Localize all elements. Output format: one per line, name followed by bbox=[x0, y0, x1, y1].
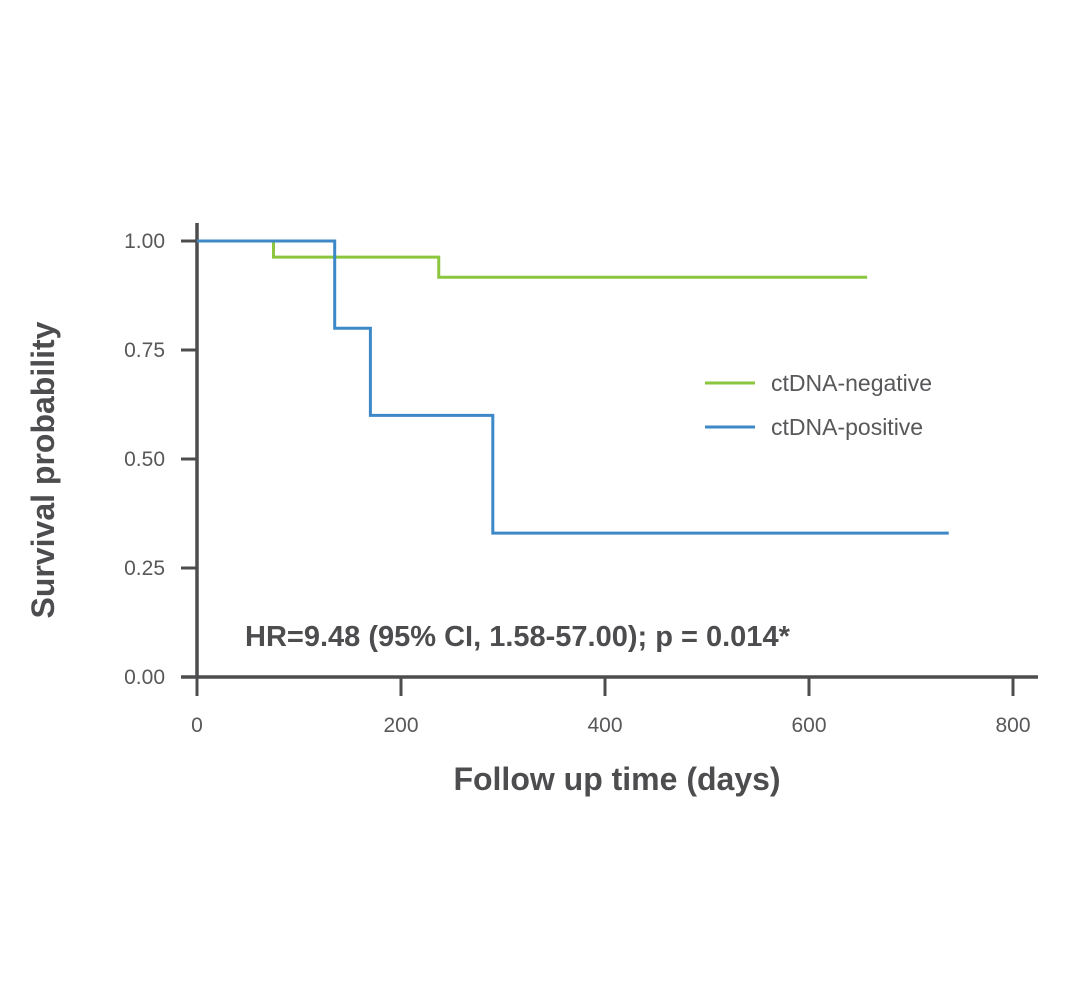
y-tick-label: 1.00 bbox=[124, 230, 165, 253]
series-layer bbox=[197, 239, 949, 535]
x-tick-label: 600 bbox=[791, 714, 826, 737]
y-tick-label: 0.75 bbox=[124, 339, 165, 362]
series-line-ctdna-negative bbox=[197, 239, 868, 279]
legend-label: ctDNA-negative bbox=[771, 370, 932, 396]
legend-label: ctDNA-positive bbox=[771, 414, 923, 440]
y-axis-title: Survival probability bbox=[25, 321, 61, 618]
y-tick-label: 0.00 bbox=[124, 666, 165, 689]
x-tick-label: 800 bbox=[995, 714, 1030, 737]
x-tick-label: 200 bbox=[383, 714, 418, 737]
axes: 0.00 0.25 0.50 0.75 1.00 0 200 400 600 800 bbox=[124, 223, 1038, 737]
x-tick-label: 400 bbox=[587, 714, 622, 737]
x-tick-label: 0 bbox=[191, 714, 203, 737]
y-tick-label: 0.50 bbox=[124, 448, 165, 471]
x-axis-title: Follow up time (days) bbox=[453, 761, 780, 797]
y-tick-label: 0.25 bbox=[124, 557, 165, 580]
legend: ctDNA-negative ctDNA-positive bbox=[705, 370, 932, 440]
series-line-ctdna-positive bbox=[197, 239, 949, 535]
hazard-ratio-annotation: HR=9.48 (95% CI, 1.58-57.00); p = 0.014* bbox=[245, 621, 791, 653]
